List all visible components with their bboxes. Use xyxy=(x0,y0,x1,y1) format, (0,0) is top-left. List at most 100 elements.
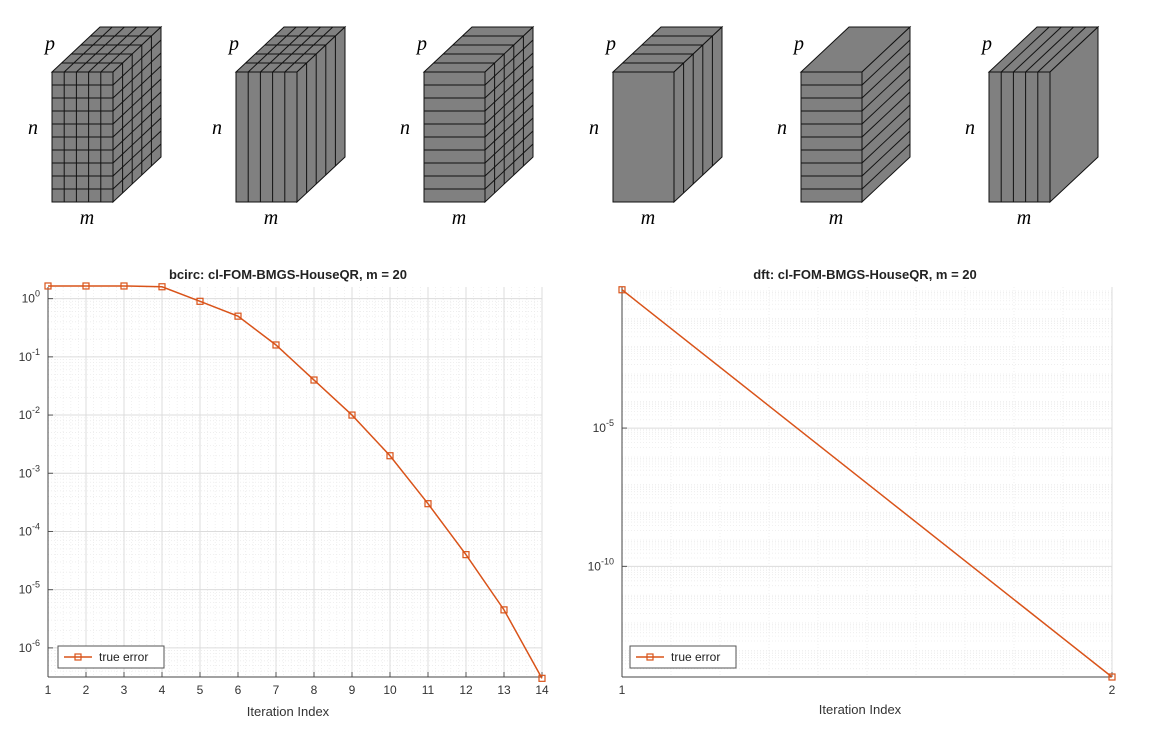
x-tick-label: 2 xyxy=(83,683,90,697)
y-tick-exponent: 0 xyxy=(35,289,40,299)
x-axis-label: Iteration Index xyxy=(247,704,330,719)
slice-line xyxy=(112,104,162,151)
slice-line xyxy=(861,39,911,86)
x-tick-label: 4 xyxy=(159,683,166,697)
slice-line xyxy=(484,65,534,112)
slice-line xyxy=(112,117,162,164)
x-axis-label: Iteration Index xyxy=(819,702,902,717)
slice-line xyxy=(484,91,534,138)
y-tick-label: 10-1 xyxy=(19,347,40,364)
slice-line xyxy=(100,26,150,73)
x-tick-label: 5 xyxy=(197,683,204,697)
plot-area xyxy=(44,282,546,682)
slice-line xyxy=(112,65,162,112)
data-point xyxy=(120,282,128,290)
slice-line xyxy=(1013,26,1062,73)
y-tick-exponent: -5 xyxy=(32,580,40,590)
legend: true error xyxy=(629,645,737,669)
cube-diagram: p n m xyxy=(589,25,724,229)
y-tick-base: 10 xyxy=(593,421,607,435)
slice-line xyxy=(260,26,309,73)
x-tick-label: 10 xyxy=(383,683,397,697)
cube-label-n: n xyxy=(777,117,787,139)
y-tick-exponent: -3 xyxy=(32,463,40,473)
data-point xyxy=(462,551,470,559)
y-tick-base: 10 xyxy=(19,408,33,422)
slice-line xyxy=(861,91,911,138)
cube-diagram: p n m xyxy=(777,25,912,229)
cube-label-p: p xyxy=(792,33,804,55)
cube-diagram: p n m xyxy=(212,25,347,229)
chart-bcirc: bcirc: cl-FOM-BMGS-HouseQR, m = 20 Itera… xyxy=(19,267,549,719)
cube-label-m: m xyxy=(80,207,94,229)
slice-line xyxy=(112,78,162,125)
y-tick-exponent: -5 xyxy=(606,418,614,428)
legend-marker xyxy=(74,653,82,661)
slice-line xyxy=(861,143,911,190)
y-tick-label: 10-4 xyxy=(19,521,40,538)
y-tick-label: 10-5 xyxy=(593,418,614,435)
slice-line xyxy=(1037,26,1087,73)
y-tick-exponent: -4 xyxy=(32,521,40,531)
slice-line xyxy=(76,26,125,73)
slice-line xyxy=(484,39,534,86)
cube-front-face xyxy=(612,71,675,203)
y-tick-label: 10-5 xyxy=(19,580,40,597)
cube-label-n: n xyxy=(965,117,975,139)
x-tick-label: 12 xyxy=(459,683,473,697)
y-tick-label: 10-3 xyxy=(19,463,40,480)
slice-line xyxy=(861,65,911,112)
data-point xyxy=(386,452,394,460)
slice-line xyxy=(272,26,321,73)
y-tick-base: 10 xyxy=(22,292,36,306)
legend-marker xyxy=(646,653,654,661)
slice-line xyxy=(88,26,137,73)
chart-title: bcirc: cl-FOM-BMGS-HouseQR, m = 20 xyxy=(169,267,407,282)
cube-label-p: p xyxy=(43,33,55,55)
x-tick-label: 14 xyxy=(535,683,549,697)
data-point xyxy=(158,283,166,291)
data-point xyxy=(44,282,52,290)
y-tick-label: 10-2 xyxy=(19,405,40,422)
data-point xyxy=(310,376,318,384)
slice-line xyxy=(861,78,911,125)
legend: true error xyxy=(57,645,165,669)
slice-line xyxy=(112,39,162,86)
x-tick-label: 7 xyxy=(273,683,280,697)
slice-line xyxy=(484,117,534,164)
y-tick-base: 10 xyxy=(19,583,33,597)
data-point xyxy=(196,297,204,305)
x-tick-label: 9 xyxy=(349,683,356,697)
slice-line xyxy=(63,26,113,73)
cube-label-n: n xyxy=(28,117,38,139)
cube-label-p: p xyxy=(227,33,239,55)
slice-line xyxy=(1000,26,1050,73)
slice-line xyxy=(484,104,534,151)
y-tick-exponent: -6 xyxy=(32,638,40,648)
slice-line xyxy=(861,130,911,177)
legend-label: true error xyxy=(99,650,148,664)
data-point xyxy=(1108,673,1116,681)
cube-label-m: m xyxy=(264,207,278,229)
x-tick-label: 1 xyxy=(619,683,626,697)
x-tick-label: 2 xyxy=(1109,683,1116,697)
cube-label-m: m xyxy=(829,207,843,229)
cube-label-m: m xyxy=(452,207,466,229)
x-tick-label: 1 xyxy=(45,683,52,697)
data-point xyxy=(618,286,626,294)
slice-line xyxy=(284,26,334,73)
slice-line xyxy=(112,91,162,138)
slice-line xyxy=(484,78,534,125)
series-line xyxy=(621,289,1113,678)
x-tick-label: 3 xyxy=(121,683,128,697)
y-tick-base: 10 xyxy=(19,466,33,480)
slice-line xyxy=(484,143,534,190)
x-tick-label: 13 xyxy=(497,683,511,697)
y-tick-label: 100 xyxy=(22,289,40,306)
cube-diagram: p n m xyxy=(965,25,1100,229)
cube-diagrams: p n m p n m p n m p n m p n m p n m xyxy=(28,25,1100,229)
cube-label-m: m xyxy=(1017,207,1031,229)
data-point xyxy=(82,282,90,290)
plot-area xyxy=(618,286,1116,681)
data-point xyxy=(538,674,546,682)
